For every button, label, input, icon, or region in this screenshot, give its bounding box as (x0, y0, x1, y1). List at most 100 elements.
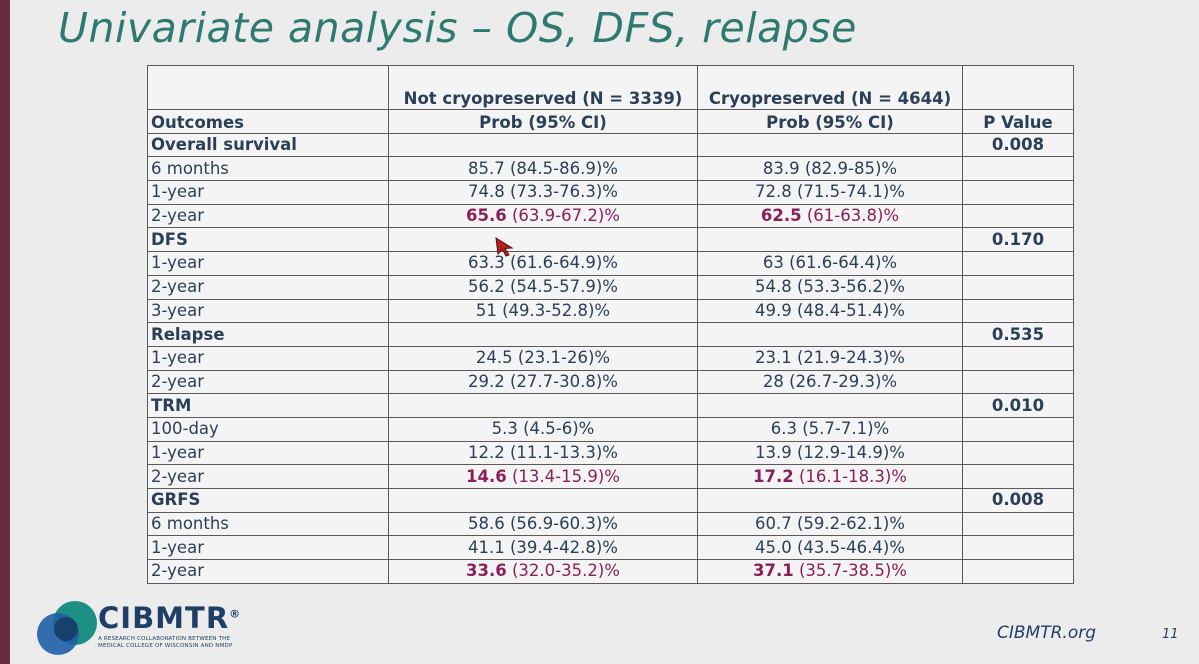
table-row: 6 months 58.6 (56.9-60.3)% 60.7 (59.2-62.1… (147, 511, 1074, 537)
not-cryo-value: 33.6 (32.0-35.2)% (388, 559, 698, 584)
section-name: TRM (147, 393, 389, 418)
outcomes-table: Not cryopreserved (N = 3339) Cryopreserv… (147, 65, 1074, 584)
value-rest-part: 49.9 (48.4-51.4)% (755, 300, 905, 320)
row-label: 2-year (147, 369, 389, 395)
not-cryo-value: 12.2 (11.1-13.3)% (388, 440, 698, 466)
not-cryo-value: 41.1 (39.4-42.8)% (388, 535, 698, 561)
not-cryo-value: 5.3 (4.5-6)% (388, 416, 698, 442)
value-rest-part: 58.6 (56.9-60.3)% (468, 514, 618, 534)
header-p-value: P Value (962, 109, 1074, 134)
cryo-value: 49.9 (48.4-51.4)% (697, 298, 963, 324)
row-label: 2-year (147, 274, 389, 300)
section-row: TRM 0.010 (147, 393, 1074, 418)
value-rest-part: (16.1-18.3)% (793, 466, 907, 486)
p-value-blank-cell (962, 298, 1074, 324)
value-rest-part: 28 (26.7-29.3)% (762, 371, 898, 391)
table-row: 2-year 33.6 (32.0-35.2)% 37.1 (35.7-38.5)% (147, 559, 1074, 584)
row-label: 2-year (147, 203, 389, 229)
value-bold-part: 65.6 (466, 206, 507, 226)
value-rest-part: 60.7 (59.2-62.1)% (755, 514, 905, 534)
value-bold-part: 33.6 (466, 561, 507, 581)
value-rest-part: 56.2 (54.5-57.9)% (468, 277, 618, 297)
section-name: Relapse (147, 322, 389, 347)
section-row: Overall survival 0.008 (147, 132, 1074, 158)
p-value-blank-cell (962, 464, 1074, 489)
table-row: 2-year 29.2 (27.7-30.8)% 28 (26.7-29.3)% (147, 369, 1074, 395)
section-name: GRFS (147, 488, 389, 513)
value-bold-part: 37.1 (753, 561, 794, 581)
section-blank-cell (388, 393, 698, 418)
value-bold-part: 62.5 (760, 206, 802, 226)
column-header-row: Outcomes Prob (95% CI) Prob (95% CI) P V… (147, 109, 1074, 134)
p-value-blank-cell (962, 440, 1074, 466)
cryo-value: 37.1 (35.7-38.5)% (697, 559, 963, 584)
logo-subtitle: A RESEARCH COLLABORATION BETWEEN THE MED… (98, 636, 233, 649)
section-row: Relapse 0.535 (147, 322, 1074, 347)
section-blank-cell (388, 322, 698, 347)
value-rest-part: (63.9-67.2)% (506, 206, 620, 226)
p-value-blank-cell (962, 156, 1074, 182)
cryo-value: 72.8 (71.5-74.1)% (697, 180, 963, 205)
cryo-value: 17.2 (16.1-18.3)% (697, 464, 963, 489)
section-blank-cell (697, 322, 963, 347)
value-rest-part: 23.1 (21.9-24.3)% (755, 348, 905, 368)
value-rest-part: 85.7 (84.5-86.9)% (468, 158, 618, 178)
section-p-value: 0.170 (962, 227, 1074, 253)
logo-brand: CIBMTR® (98, 601, 242, 635)
cibmtr-logo-icon (37, 601, 97, 655)
value-rest-part: 5.3 (4.5-6)% (491, 419, 595, 439)
header-prob-not-cryo: Prob (95% CI) (388, 109, 698, 134)
section-blank-cell (697, 132, 963, 158)
table-row: 2-year 65.6 (63.9-67.2)% 62.5 (61-63.8)% (147, 203, 1074, 229)
section-name: DFS (147, 227, 389, 253)
table-row: 6 months 85.7 (84.5-86.9)% 83.9 (82.9-85)% (147, 156, 1074, 182)
cryo-value: 28 (26.7-29.3)% (697, 369, 963, 395)
section-row: DFS 0.170 (147, 227, 1074, 253)
row-label: 1-year (147, 535, 389, 561)
cryo-value: 23.1 (21.9-24.3)% (697, 345, 963, 371)
group-header-blank-pvalue (962, 65, 1074, 110)
not-cryo-value: 56.2 (54.5-57.9)% (388, 274, 698, 300)
row-label: 1-year (147, 345, 389, 371)
section-blank-cell (388, 132, 698, 158)
row-label: 3-year (147, 298, 389, 324)
p-value-blank-cell (962, 416, 1074, 442)
not-cryo-value: 74.8 (73.3-76.3)% (388, 180, 698, 205)
section-row: GRFS 0.008 (147, 488, 1074, 513)
slide-title: Univariate analysis – OS, DFS, relapse (58, 4, 857, 52)
value-bold-part: 17.2 (753, 466, 794, 486)
value-rest-part: 41.1 (39.4-42.8)% (468, 537, 618, 557)
value-bold-part: 14.6 (466, 466, 507, 486)
value-rest-part: 72.8 (71.5-74.1)% (755, 182, 905, 202)
table-row: 1-year 12.2 (11.1-13.3)% 13.9 (12.9-14.9)% (147, 440, 1074, 466)
cryo-value: 13.9 (12.9-14.9)% (697, 440, 963, 466)
value-rest-part: 13.9 (12.9-14.9)% (755, 442, 905, 462)
value-rest-part: 63.3 (61.6-64.9)% (468, 253, 618, 273)
not-cryo-value: 58.6 (56.9-60.3)% (388, 511, 698, 537)
table-row: 3-year 51 (49.3-52.8)% 49.9 (48.4-51.4)% (147, 298, 1074, 324)
p-value-blank-cell (962, 180, 1074, 205)
value-rest-part: (61-63.8)% (801, 206, 900, 226)
not-cryo-value: 65.6 (63.9-67.2)% (388, 203, 698, 229)
header-outcomes: Outcomes (147, 109, 389, 134)
group-header-row: Not cryopreserved (N = 3339) Cryopreserv… (147, 65, 1074, 110)
p-value-blank-cell (962, 559, 1074, 584)
group-header-blank (147, 65, 389, 110)
row-label: 2-year (147, 559, 389, 584)
value-rest-part: 24.5 (23.1-26)% (475, 348, 611, 368)
table-row: 2-year 14.6 (13.4-15.9)% 17.2 (16.1-18.3)% (147, 464, 1074, 489)
section-p-value: 0.008 (962, 132, 1074, 158)
p-value-blank-cell (962, 535, 1074, 561)
not-cryo-value: 85.7 (84.5-86.9)% (388, 156, 698, 182)
cryo-value: 63 (61.6-64.4)% (697, 251, 963, 276)
value-rest-part: 63 (61.6-64.4)% (762, 253, 898, 273)
table-row: 2-year 56.2 (54.5-57.9)% 54.8 (53.3-56.2)% (147, 274, 1074, 300)
section-p-value: 0.008 (962, 488, 1074, 513)
value-rest-part: 51 (49.3-52.8)% (475, 300, 611, 320)
value-rest-part: (32.0-35.2)% (506, 561, 620, 581)
section-blank-cell (388, 488, 698, 513)
table-row: 1-year 63.3 (61.6-64.9)% 63 (61.6-64.4)% (147, 251, 1074, 276)
value-rest-part: 29.2 (27.7-30.8)% (468, 371, 618, 391)
cryo-value: 45.0 (43.5-46.4)% (697, 535, 963, 561)
group-header-not-cryopreserved: Not cryopreserved (N = 3339) (388, 65, 698, 110)
